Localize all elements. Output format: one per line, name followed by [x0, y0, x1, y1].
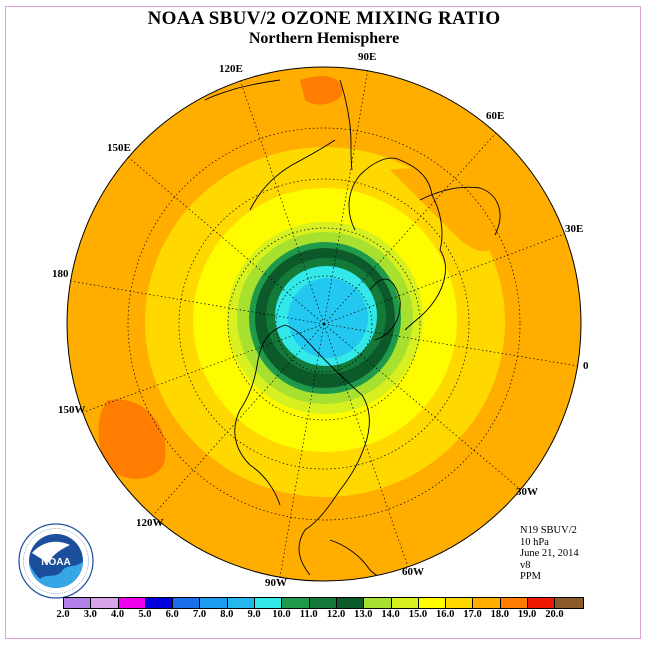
- colorbar-swatch: [255, 598, 283, 608]
- logo-text: NOAA: [41, 557, 70, 568]
- lon-label-150w: 150W: [58, 404, 86, 416]
- colorbar-tick-label: 13.0: [354, 609, 373, 620]
- colorbar-swatch: [118, 598, 146, 608]
- greenland-coast: [369, 278, 401, 341]
- colorbar-swatch: [282, 598, 310, 608]
- colorbar-swatch: [364, 598, 392, 608]
- lat-80-circle: [275, 275, 373, 373]
- colorbar-tick-label: 3.0: [83, 609, 97, 620]
- colorbar-tick-label: 10.0: [272, 609, 291, 620]
- colorbar-swatch: [309, 598, 337, 608]
- version-label: v8: [520, 559, 531, 571]
- colorbar-swatch: [528, 598, 556, 608]
- colorbar-tick-label: 7.0: [192, 609, 207, 620]
- colorbar-tick-label: 6.0: [165, 609, 179, 620]
- meridian-90w: [279, 323, 325, 578]
- meridian-120e: [239, 79, 325, 325]
- colorbar-ticks: 2.0 3.0 4.0 5.0 6.0 7.0 8.0 9.0 10.0 11.0 12.0 13.0…: [50, 609, 610, 623]
- pressure-level-label: 10 hPa: [520, 536, 549, 548]
- coastlines: [204, 79, 501, 581]
- lat-40-circle: [178, 178, 470, 470]
- lon-label-120e: 120E: [219, 63, 243, 75]
- colorbar-tick-label: 20.0: [545, 609, 564, 620]
- colorbar-swatch: [227, 598, 256, 608]
- lat-20-circle: [127, 127, 521, 521]
- meridian-150w: [83, 323, 325, 413]
- meridian-120w: [153, 323, 325, 515]
- colorbar-tick-label: 17.0: [463, 609, 482, 620]
- colorbar-swatch: [391, 598, 419, 608]
- chart-subtitle: Northern Hemisphere: [248, 30, 400, 47]
- band-17-18-north: [300, 75, 343, 105]
- band-17-18-west: [98, 399, 166, 479]
- meridian-180: [69, 280, 325, 325]
- band-7-8: [288, 278, 368, 358]
- lon-label-60e: 60E: [486, 110, 505, 122]
- colorbar-tick-label: 19.0: [517, 609, 537, 620]
- colorbar-tick-label: 5.0: [138, 609, 152, 620]
- colorbar-tick-label: 12.0: [326, 609, 346, 620]
- colorbar: [63, 597, 584, 609]
- colorbar-swatch: [145, 598, 174, 608]
- lon-label-30e: 30E: [565, 223, 584, 235]
- lon-label-30w: 30W: [516, 486, 538, 498]
- colorbar-tick-label: 18.0: [490, 609, 509, 620]
- colorbar-tick-label: 15.0: [408, 609, 428, 620]
- colorbar-swatch: [446, 598, 474, 608]
- band-16-17-lobe: [390, 168, 496, 252]
- latitude-circles: [127, 127, 521, 521]
- info-block: N19 SBUV/2 10 hPa June 21, 2014 v8 PPM: [520, 525, 579, 583]
- colorbar-tick-label: 9.0: [247, 609, 261, 620]
- colorbar-swatch: [173, 598, 201, 608]
- units-label: PPM: [520, 571, 542, 582]
- lon-label-60w: 60W: [402, 566, 424, 578]
- colorbar-swatch: [473, 598, 501, 608]
- india-coast: [339, 79, 353, 171]
- instrument-label: N19 SBUV/2: [520, 525, 577, 536]
- meridian-30e: [323, 233, 565, 325]
- map-boundary: [66, 66, 582, 582]
- colorbar-swatch: [555, 598, 583, 608]
- colorbar-swatch: [336, 598, 365, 608]
- colorbar-tick-label: 2.0: [56, 609, 70, 620]
- colorbar-tick-label: 8.0: [220, 609, 234, 620]
- chart-title: NOAA SBUV/2 OZONE MIXING RATIO: [147, 8, 501, 29]
- colorbar-swatch: [418, 598, 447, 608]
- colorbar-tick-label: 4.0: [111, 609, 125, 620]
- north-america-coast: [239, 324, 370, 576]
- colorbar-tick-label: 11.0: [299, 609, 318, 620]
- mideast-coast: [419, 186, 501, 236]
- date-label: June 21, 2014: [520, 548, 579, 559]
- colorbar-swatch: [200, 598, 228, 608]
- eurasia-coast-n: [348, 157, 443, 251]
- lon-label-0: 0: [583, 360, 589, 372]
- lon-label-90e: 90E: [358, 51, 377, 63]
- meridian-0: [323, 323, 579, 367]
- meridian-150e: [127, 156, 325, 325]
- meridian-30w: [323, 323, 522, 491]
- colorbar-swatch: [64, 598, 92, 608]
- west-coast: [234, 409, 281, 506]
- colorbar-tick-label: 14.0: [381, 609, 400, 620]
- colorbar-swatch: [500, 598, 529, 608]
- lon-label-180: 180: [52, 268, 69, 280]
- meridian-90e: [323, 68, 369, 325]
- noaa-logo: NOAA: [18, 523, 94, 599]
- lon-label-90w: 90W: [265, 577, 287, 589]
- europe-coast: [404, 249, 446, 331]
- meridian-60w: [323, 323, 409, 568]
- lon-label-120w: 120W: [136, 517, 164, 529]
- figure-frame: [5, 6, 641, 639]
- colorbar-swatch: [91, 598, 119, 608]
- colorbar-tick-label: 16.0: [436, 609, 455, 620]
- asia-coast-top: [204, 79, 281, 101]
- meridians: [69, 68, 579, 578]
- lat-60-circle: [227, 227, 421, 421]
- meridian-60e: [323, 132, 497, 325]
- lon-label-150e: 150E: [107, 142, 131, 154]
